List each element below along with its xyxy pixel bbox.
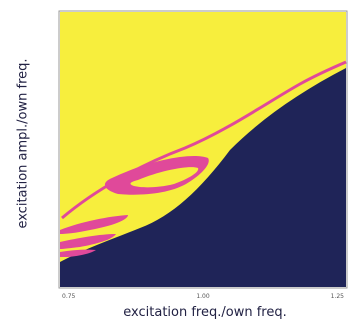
region-pink-streak-3 — [60, 249, 96, 257]
x-tick-label: 0.75 — [62, 293, 76, 300]
region-pink-streak-1 — [60, 215, 128, 234]
x-axis-ticks: 0.75 1.00 1.25 — [62, 293, 344, 300]
region-pink-streak-2 — [60, 234, 116, 249]
x-tick-label: 1.25 — [331, 293, 345, 300]
x-tick-label: 1.00 — [196, 293, 210, 300]
region-dark — [60, 68, 346, 287]
x-axis-label: excitation freq./own freq. — [123, 305, 287, 320]
y-axis-label: excitation ampl./own freq. — [15, 58, 31, 229]
region-pink-lobe-inner — [130, 167, 199, 188]
